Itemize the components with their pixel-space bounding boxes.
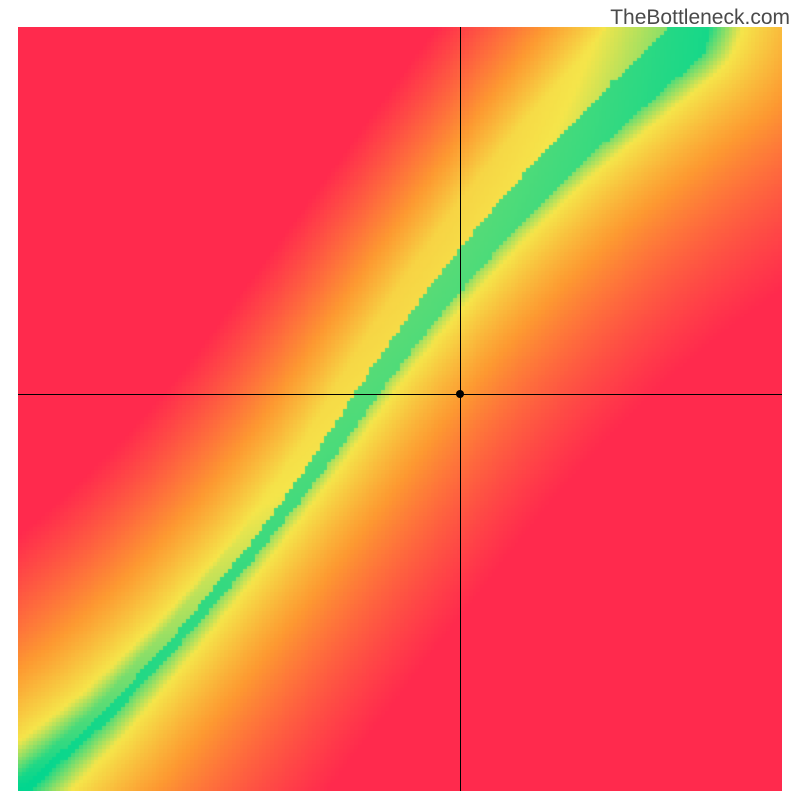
crosshair-horizontal	[18, 394, 782, 395]
heatmap-canvas	[18, 27, 782, 791]
intersection-marker	[456, 390, 464, 398]
crosshair-vertical	[460, 27, 461, 791]
heatmap-frame	[18, 27, 782, 791]
watermark-text: TheBottleneck.com	[610, 6, 790, 30]
chart-container: TheBottleneck.com	[0, 0, 800, 800]
